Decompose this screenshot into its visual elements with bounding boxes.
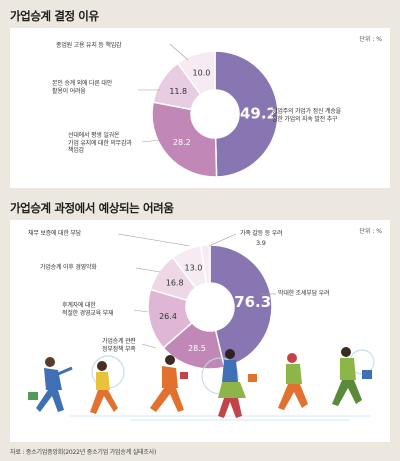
- chart2-label-4: 가업승계 이후 경영악화: [40, 264, 97, 271]
- runners-illustration: [28, 347, 375, 421]
- runner-6: [332, 347, 372, 406]
- chart1-leader-1: [261, 113, 273, 121]
- chart1-panel: 단위 : % 49.2 28.2 11.8 10.0 창업주의 가업가 정신 계승을 통…: [10, 28, 390, 188]
- runner-1: [28, 357, 73, 412]
- chart2-value-5: 13.0: [184, 263, 202, 272]
- chart2-pie: 76.3 28.5 26.4 16.813.0: [117, 233, 276, 370]
- chart2-value-1: 76.3: [234, 293, 271, 311]
- chart2-value-2: 28.5: [188, 344, 206, 353]
- chart2-label-5: 채무 보증에 대한 부담: [28, 230, 82, 237]
- chart2-label-3: 후계자에 대한 적절한 경영교육 부재: [62, 302, 114, 317]
- runner-4: [218, 349, 257, 418]
- chart2-leader-6: [208, 233, 237, 247]
- chart2-leader-4: [135, 267, 161, 273]
- chart2-slice-1: [209, 244, 273, 369]
- chart1-label-2: 선대에서 평생 일궈온 가업 유지에 대한 의무감과 책임감: [68, 132, 132, 154]
- chart1-leader-2: [141, 139, 161, 143]
- chart1-value-1: 49.2: [240, 104, 277, 122]
- chart1-value-3: 11.8: [169, 87, 187, 96]
- chart1-unit: 단위 : %: [359, 36, 382, 43]
- chart2-label-6: 가족 갈등 등 우려 3.9: [240, 230, 283, 247]
- chart1-label-1: 창업주의 가업가 정신 계승을 통한 가업의 지속 발전 추구: [272, 108, 341, 123]
- chart2-value-4: 16.8: [166, 278, 184, 287]
- runner-5: [278, 353, 308, 410]
- source-note: 자료 : 중소기업중앙회(2022년 중소기업 가업승계 실태조사): [10, 449, 157, 456]
- chart1-slice-2: [151, 101, 218, 178]
- chart2-label-1: 막대한 조세부담 우려: [278, 290, 330, 297]
- chart1-label-3: 본인 승계 외에 다른 대안 활용이 어려움: [52, 80, 113, 95]
- chart2-slice-6: [199, 244, 211, 285]
- chart2-panel: 단위 : % 76.3 28.5 26.4 16.8 13.0 막대한 조세부담 우려 가…: [10, 220, 390, 442]
- chart2-value-6: 3.9: [256, 238, 266, 247]
- runner-2: [90, 361, 118, 414]
- chart1-leader-4: [169, 43, 189, 61]
- chart1-value-4: 10.0: [193, 69, 211, 78]
- chart2-leader-2: [141, 343, 157, 349]
- chart1-pie: 49.2 28.2 11.8 10.0: [138, 43, 279, 178]
- runner-3: [150, 355, 188, 412]
- chart2-label-2: 가업승계 관련 정부정책 부족: [102, 338, 136, 353]
- chart1-title: 가업승계 결정 이유: [10, 9, 99, 23]
- chart1-value-2: 28.2: [173, 138, 191, 147]
- chart2-value-3: 26.4: [159, 312, 177, 321]
- chart2-unit: 단위 : %: [359, 228, 382, 235]
- chart1-slice-4: [176, 50, 216, 96]
- chart2-leader-5: [117, 233, 191, 247]
- chart1-slice-1: [214, 50, 279, 178]
- chart2-title: 가업승계 과정에서 예상되는 어려움: [10, 201, 174, 215]
- chart2-leader-3: [133, 309, 149, 313]
- chart1-label-4: 종업원 고용 유지 등 책임감: [56, 42, 122, 49]
